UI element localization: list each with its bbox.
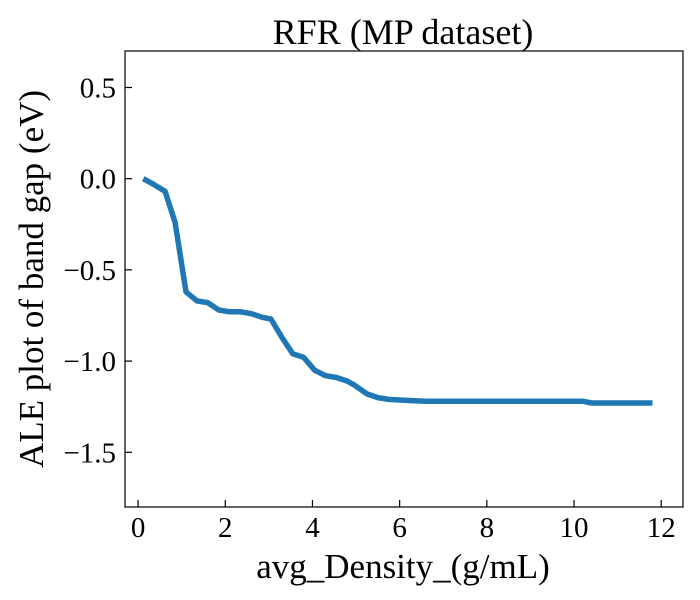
x-tick-label: 8 [480, 512, 495, 544]
x-tick-label: 10 [560, 512, 589, 544]
y-tick-label: 0.5 [80, 72, 116, 104]
x-axis-label: avg_Density_(g/mL) [256, 547, 550, 586]
y-tick-label: −1.5 [63, 437, 116, 469]
x-tick-label: 0 [131, 512, 146, 544]
y-tick-label: 0.0 [80, 164, 116, 196]
y-tick-label: −0.5 [63, 255, 116, 287]
y-axis-ticks: 0.5 0.0 −0.5 −1.0 −1.5 [63, 72, 132, 469]
series-group [141, 176, 653, 406]
chart-title: RFR (MP dataset) [273, 12, 534, 52]
x-tick-label: 2 [218, 512, 233, 544]
plot-frame [124, 50, 684, 508]
y-axis-label: ALE plot of band gap (eV) [12, 90, 51, 468]
x-tick-label: 6 [392, 512, 407, 544]
y-tick-label: −1.0 [63, 346, 116, 378]
x-axis-ticks: 0 2 4 6 8 10 12 [131, 500, 676, 544]
x-tick-label: 4 [305, 512, 320, 544]
x-tick-label: 12 [647, 512, 676, 544]
series-line [141, 176, 653, 406]
